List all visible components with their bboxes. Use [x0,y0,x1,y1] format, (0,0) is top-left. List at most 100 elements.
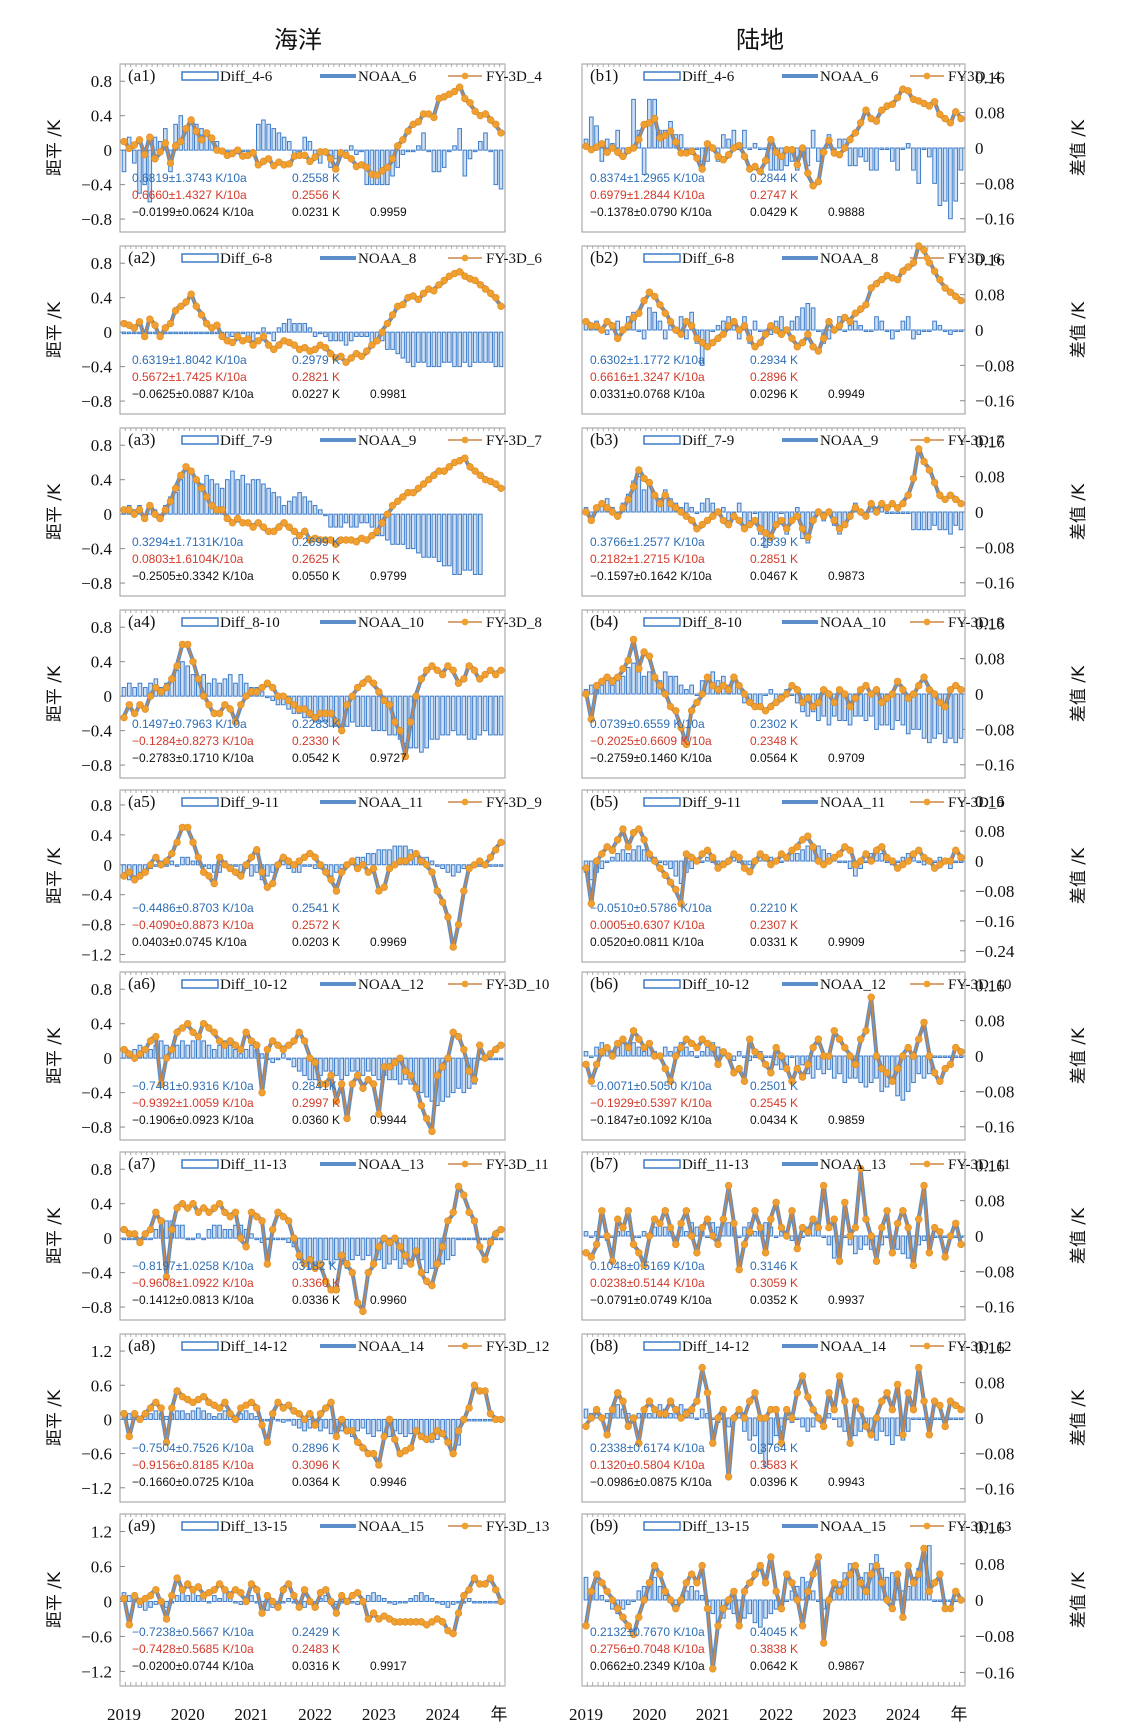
y-tick-label: 0.16 [975,250,1005,269]
legend-fy-marker [461,618,469,626]
diff-bar [916,147,922,184]
stat-trend: −0.7481±0.9316 K/10a [132,1079,254,1093]
diff-bar [196,1595,201,1602]
diff-bar [837,138,842,149]
fy-point [166,159,175,167]
fy-point [270,161,278,170]
diff-bar [206,1600,212,1604]
fy-point [417,1268,426,1277]
diff-bar [462,513,468,571]
fy-point [714,686,722,694]
diff-bar [400,149,406,155]
diff-bar [482,1418,488,1422]
y-tick-label: 0.4 [91,1195,113,1214]
fy-point [290,527,299,536]
fy-point [258,1421,266,1429]
fy-point [444,913,452,921]
diff-bar [694,1055,700,1058]
fy-point [830,853,838,862]
fy-point [735,141,743,150]
fy-point [274,1208,282,1217]
fy-point [687,147,696,156]
legend-fy-label: FY-3D_9 [486,795,542,811]
panel-b9: 0.160.080−0.08−0.16(b9) Diff_13-15 NOAA_15… [581,1513,1089,1687]
fy-point [608,1257,617,1265]
fy-point [157,1080,165,1088]
fy-point [162,857,171,865]
x-tick-label: 2021 [234,1705,268,1724]
fy-point [454,1182,463,1191]
fy-point [613,673,622,681]
fy-point [825,508,833,516]
stat-trend: 0.2338±0.6174 K/10a [590,1441,705,1455]
diff-bar [905,511,911,514]
fy-point [767,135,775,144]
diff-bar [726,1417,731,1428]
fy-point [295,1251,303,1260]
diff-bar [137,682,143,697]
fy-point [793,512,801,520]
fy-point [338,1080,346,1088]
fy-point [851,1223,860,1232]
fy-point [460,1191,468,1199]
fy-point [279,853,287,862]
diff-bar [121,1237,127,1241]
fy-point [603,317,611,326]
fy-point [841,690,849,698]
legend-noaa-label: NOAA_13 [358,1157,424,1173]
y-tick-label: −0.08 [975,356,1014,375]
diff-bar [895,329,900,332]
stat-rmse: 0.3583 K [750,1458,798,1472]
fy-point [920,1397,928,1405]
diff-bar [196,1407,201,1420]
legend-fy-marker [923,1160,931,1168]
diff-bar [169,860,175,866]
diff-bar [911,1055,916,1084]
fy-point [218,332,226,341]
diff-bar [478,513,483,575]
diff-bar [190,1237,196,1241]
fy-point [936,860,944,869]
fy-point [788,1207,796,1215]
diff-bar [821,849,826,862]
fy-point [449,1629,457,1638]
fy-point [263,1438,272,1446]
y-tick-label: 0 [104,1229,113,1248]
diff-bar [261,483,266,515]
diff-bar [137,331,142,335]
fy-point [872,846,881,855]
fy-point [825,1389,833,1397]
diff-bar [816,1055,821,1070]
diff-bar [188,470,194,515]
legend-fy-marker [461,436,469,444]
fy-point [316,1410,325,1418]
diff-bar [916,511,922,531]
diff-bar [948,1417,953,1420]
diff-bar [355,1600,360,1605]
diff-bar [286,500,292,515]
stat-trend: −0.4486±0.8703 K/10a [132,901,254,915]
legend-diff-swatch [643,1159,681,1169]
y-tick-label: −0.16 [975,210,1014,229]
fy-point [761,707,770,715]
fy-point [835,1587,844,1596]
diff-bar [266,123,271,151]
fy-point [909,1405,918,1414]
left-axis-title: 距平 /K [45,665,65,722]
fy-point [804,1228,812,1236]
fy-point [244,335,252,343]
fy-point [856,508,865,516]
diff-bar [211,1049,217,1059]
fy-point [619,825,627,833]
fy-point [587,1587,595,1596]
diff-bar [583,1576,589,1601]
diff-bar [900,1235,906,1255]
stat-rmse: 0.0203 K [292,935,340,949]
fy-point [767,1069,775,1077]
fy-point [396,726,404,735]
fy-point [872,686,881,694]
diff-bar [209,331,215,335]
legend-diff-label: Diff_9-11 [220,795,279,811]
fy-point [761,1249,770,1257]
fy-point [146,861,155,869]
